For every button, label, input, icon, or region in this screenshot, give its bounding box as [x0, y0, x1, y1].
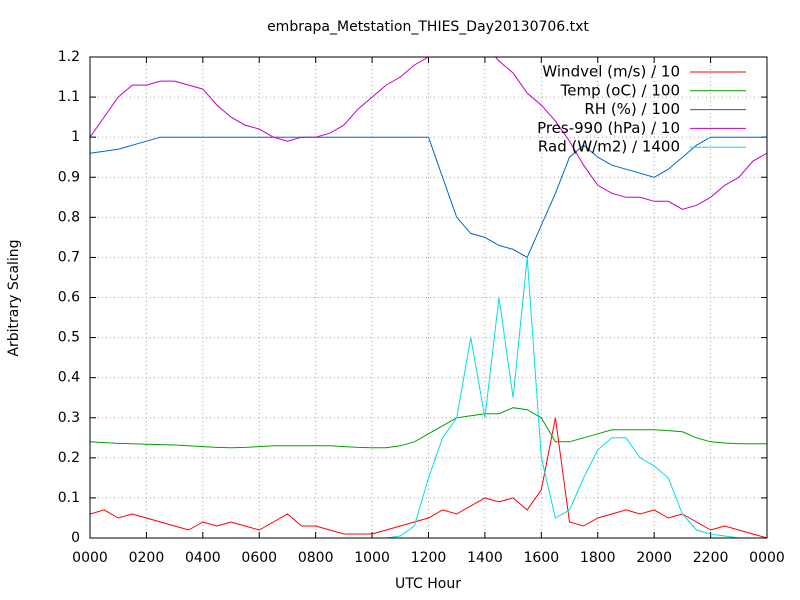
- y-tick-label: 1: [71, 129, 80, 145]
- plot-frame: [89, 56, 768, 539]
- legend-label: Temp (oC) / 100: [560, 81, 680, 99]
- y-tick-label: 0.8: [58, 209, 80, 225]
- x-tick-label: 1800: [580, 550, 616, 566]
- y-tick-label: 0: [71, 530, 80, 546]
- legend-label: Rad (W/m2) / 1400: [538, 138, 680, 156]
- x-tick-label: 0600: [241, 550, 277, 566]
- y-axis-label: Arbitrary Scaling: [6, 239, 22, 356]
- y-tick-label: 0.4: [58, 370, 80, 386]
- y-tick-label: 1.2: [58, 49, 80, 65]
- x-tick-label: 0000: [72, 550, 108, 566]
- y-tick-label: 0.5: [58, 330, 80, 346]
- legend-label: Windvel (m/s) / 10: [542, 63, 680, 81]
- series-line: [90, 407, 767, 449]
- x-tick-label: 1200: [411, 550, 447, 566]
- x-tick-label: 2000: [636, 550, 672, 566]
- x-tick-label: 1600: [524, 550, 560, 566]
- y-tick-label: 0.1: [58, 490, 80, 506]
- y-tick-label: 0.6: [58, 290, 80, 306]
- series-line: [90, 136, 767, 259]
- x-tick-label: 1000: [354, 550, 390, 566]
- x-axis-label: UTC Hour: [395, 576, 461, 592]
- y-tick-label: 0.2: [58, 450, 80, 466]
- legend-label: Pres-990 (hPa) / 10: [537, 119, 680, 137]
- x-tick-label: 1400: [467, 550, 503, 566]
- series-line: [90, 417, 767, 538]
- x-tick-label: 0200: [129, 550, 165, 566]
- y-tick-label: 0.9: [58, 169, 80, 185]
- x-tick-label: 0000: [749, 550, 785, 566]
- plot-lines: [90, 57, 767, 538]
- x-tick-label: 0800: [298, 550, 334, 566]
- x-tick-label: 0400: [185, 550, 221, 566]
- y-tick-label: 0.7: [58, 249, 80, 265]
- y-tick-label: 0.3: [58, 410, 80, 426]
- legend-label: RH (%) / 100: [584, 100, 680, 118]
- chart-title: embrapa_Metstation_THIES_Day20130706.txt: [267, 19, 589, 35]
- x-tick-label: 2200: [693, 550, 729, 566]
- series-line: [90, 257, 767, 538]
- y-tick-label: 1.1: [58, 89, 80, 105]
- series-line: [90, 57, 767, 210]
